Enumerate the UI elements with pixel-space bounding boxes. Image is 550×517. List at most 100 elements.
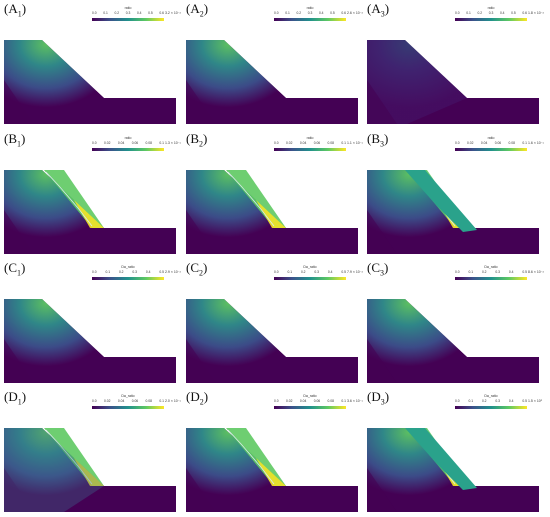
colorbar-title: Da_ratio [303,265,317,269]
colorbar-tick: 0.2 [477,11,483,15]
crack-line [227,429,275,485]
colorbar-tick: 0.2 [296,11,302,15]
lower-region [186,80,216,124]
panel-a1: (A1) ratio 0.0 0.1 0.2 0.3 0.4 0.5 0.6 3.2 × 10⁻² [4,2,184,126]
colorbar-title: ratio [487,6,495,10]
slope-contour-plot [186,40,358,124]
colorbar-tick: 0.1 [285,11,290,15]
panel-label: (D3) [367,389,390,407]
colorbar: ratio 0.0 0.02 0.04 0.06 0.08 0.1 1.1 × 10⁻¹ [274,136,363,158]
colorbar: Da_ratio 0.0 0.02 0.04 0.06 0.08 0.1 3.6 × 10⁻¹ [274,394,363,416]
colorbar: Da_ratio 0.0 0.1 0.2 0.3 0.4 0.5 7.9 × 10⁻² [274,265,363,287]
colorbar: ratio 0.0 0.1 0.2 0.3 0.4 0.5 0.6 2.6 × 10⁻² [274,6,363,28]
colorbar-tick: 0.6 [159,11,164,15]
colorbar-ticks: 0.0 0.1 0.2 0.3 0.4 0.5 0.6 [455,11,527,16]
panel-b2: (B2) ratio 0.0 0.02 0.04 0.06 0.08 0.1 1.1 × 10⁻… [186,132,366,256]
colorbar-tick: 0.04 [117,399,125,403]
slope-contour-plot [186,299,358,383]
slope-contour-plot [367,170,539,254]
colorbar-title: ratio [306,6,314,10]
colorbar-title: ratio [124,136,132,140]
stress-field [4,428,104,512]
colorbar-gradient [455,148,527,151]
peak-zone [74,200,104,228]
colorbar-tick: 0.0 [92,399,97,403]
panel-b1: (B1) ratio 0.0 0.02 0.04 0.06 0.08 0.1 1.3 × 10⁻… [4,132,184,256]
failure-band [44,428,104,486]
colorbar-tick: 0.02 [104,141,111,145]
lower-region [4,210,34,254]
colorbar-tick: 0.5 [522,399,527,403]
colorbar-tick: 0.02 [467,141,474,145]
lower-region [367,339,397,383]
colorbar-tick: 0.1 [103,11,108,15]
colorbar: Da_ratio 0.0 0.1 0.2 0.3 0.4 0.5 8.6 × 10⁻² [455,265,544,287]
colorbar-tick: 0.0 [92,141,97,145]
colorbar-tick: 0.06 [313,399,321,403]
colorbar-tick: 0.3 [495,399,500,403]
colorbar-tick: 0.06 [131,141,139,145]
panel-d3: (D3) Da_ratio 0.0 0.1 0.2 0.3 0.4 0.5 1.5 × 10⁰ [367,390,547,514]
colorbar-title: Da_ratio [484,265,498,269]
slope-contour-plot [367,40,539,124]
colorbar-tick: 0.08 [327,141,334,145]
panel-label: (D2) [186,389,209,407]
colorbar-tick: 0.2 [118,270,124,274]
lower-region [4,80,34,124]
panel-label: (A2) [186,1,209,19]
colorbar-tick: 0.4 [327,270,333,274]
colorbar-tick: 0.08 [508,141,515,145]
failure-band [226,428,286,486]
colorbar-tick: 0.06 [494,141,502,145]
colorbar-ticks: 0.0 0.1 0.2 0.3 0.4 0.5 0.6 [274,11,346,16]
failure-band [44,170,104,228]
colorbar-gradient [455,18,527,21]
panel-d1: (D1) Da_ratio 0.0 0.02 0.04 0.06 0.08 0.1 2.0 × … [4,390,184,514]
stress-field [367,170,467,254]
slope-contour-plot [186,170,358,254]
slope-contour-plot [367,299,539,383]
lower-region [4,468,34,512]
panel-c3: (C3) Da_ratio 0.0 0.1 0.2 0.3 0.4 0.5 8.6 × 10⁻² [367,261,547,385]
colorbar-tick: 0.0 [274,270,279,274]
colorbar-tick: 0.04 [480,141,488,145]
colorbar-tick: 0.1 [105,270,111,274]
lower-region [367,210,397,254]
colorbar-tick: 0.06 [131,399,139,403]
colorbar-tick: 0.1 [341,141,346,145]
colorbar-tick: 0.08 [145,399,152,403]
colorbar-tick: 0.3 [125,11,131,15]
colorbar-tick: 0.0 [274,141,279,145]
colorbar-ticks: 0.0 0.1 0.2 0.3 0.4 0.5 [92,270,164,275]
colorbar-tick: 0.04 [299,399,307,403]
colorbar: ratio 0.0 0.1 0.2 0.3 0.4 0.5 0.6 1.8 × 10⁻² [455,6,544,28]
colorbar-max: 1.3 × 10⁻¹ [165,140,181,145]
panel-a2: (A2) ratio 0.0 0.1 0.2 0.3 0.4 0.5 0.6 2.6 × 10⁻² [186,2,366,126]
colorbar-tick: 0.3 [307,11,313,15]
slope-contour-plot [367,428,539,512]
colorbar-tick: 0.4 [145,270,151,274]
colorbar-tick: 0.02 [286,399,293,403]
colorbar-tick: 0.0 [274,399,279,403]
colorbar-tick: 0.3 [495,270,500,274]
colorbar-tick: 0.0 [274,11,279,15]
colorbar-ticks: 0.0 0.1 0.2 0.3 0.4 0.5 [455,270,527,275]
colorbar-tick: 0.4 [508,270,514,274]
peak-zone [74,458,104,486]
stress-field [367,428,467,512]
colorbar-tick: 0.2 [300,270,306,274]
colorbar-tick: 0.1 [341,399,346,403]
colorbar: Da_ratio 0.0 0.1 0.2 0.3 0.4 0.5 1.5 × 10⁰ [455,394,543,416]
colorbar-tick: 0.04 [299,141,307,145]
crack-line [45,171,93,227]
colorbar-ticks: 0.0 0.1 0.2 0.3 0.4 0.5 0.6 [92,11,164,16]
panel-label: (A1) [4,1,27,19]
crack-line [45,429,93,485]
stress-field [186,428,286,512]
colorbar-max: 1.5 × 10⁰ [528,398,543,403]
colorbar-ticks: 0.0 0.02 0.04 0.06 0.08 0.1 [455,141,527,146]
colorbar-gradient [274,18,346,21]
colorbar-ticks: 0.0 0.02 0.04 0.06 0.08 0.1 [92,141,164,146]
panel-b3: (B3) ratio 0.0 0.02 0.04 0.06 0.08 0.1 1.6 × 10⁻… [367,132,547,256]
